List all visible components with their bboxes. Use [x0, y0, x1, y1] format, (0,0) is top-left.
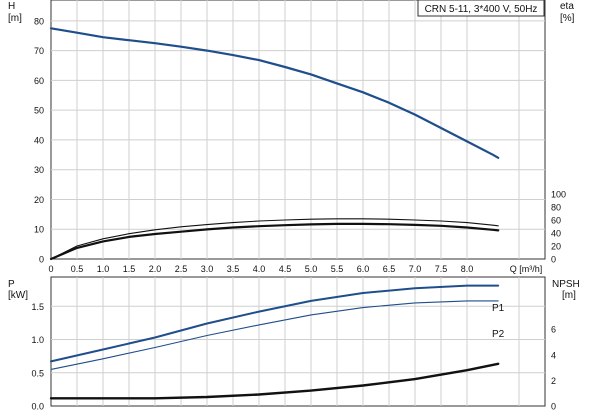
- head-tick-label-0: 0: [39, 255, 44, 265]
- npsh-tick-label-4: 4: [551, 350, 556, 360]
- head-efficiency-plot: 0 0.5 1.0 1.5 2.0 2.5 3.0 3.5 4.0 4.5 5.0 5.5 6.0 6.5…: [8, 0, 575, 274]
- head-tick-label-80: 80: [34, 16, 44, 26]
- x-tick-label-0-5: 0.5: [71, 264, 84, 274]
- efficiency-curve-eta1: [50, 218, 499, 260]
- head-plot-frame: [50, 0, 546, 260]
- legend-box: [417, 0, 545, 17]
- power-curve-p1: [50, 284, 500, 363]
- eta-axis-unit: [%]: [560, 13, 575, 24]
- x-tick-label-7-0: 7.0: [409, 264, 422, 274]
- power-npsh-plot: 0.0 0.5 1.0 1.5 0 2 4 6 P [kW] NPSH [m] P1 P2: [8, 276, 580, 412]
- series-label-p1: P1: [492, 303, 505, 314]
- x-tick-label-1-0: 1.0: [97, 264, 110, 274]
- x-tick-label-2-0: 2.0: [149, 264, 162, 274]
- flow-axis-label: Q [m³/h]: [510, 264, 543, 274]
- power-axis-label: P: [8, 279, 15, 290]
- head-tick-label-10: 10: [34, 225, 44, 235]
- eta-tick-label-80: 80: [551, 203, 561, 213]
- power-axis-unit: [kW]: [8, 290, 28, 301]
- legend-box-text: CRN 5-11, 3*400 V, 50Hz: [425, 4, 538, 15]
- eta-tick-label-20: 20: [551, 242, 561, 252]
- x-tick-label-2-5: 2.5: [175, 264, 188, 274]
- head-tick-label-40: 40: [34, 135, 44, 145]
- npsh-tick-label-0: 0: [551, 402, 556, 412]
- x-tick-label-4-5: 4.5: [279, 264, 292, 274]
- npsh-tick-label-2: 2: [551, 376, 556, 386]
- head-tick-label-20: 20: [34, 195, 44, 205]
- x-tick-label-6-5: 6.5: [383, 264, 396, 274]
- x-tick-label-4-0: 4.0: [253, 264, 266, 274]
- power-tick-label-0-0: 0.0: [31, 402, 44, 412]
- x-tick-label-0: 0: [48, 264, 53, 274]
- head-curve: [49, 27, 500, 159]
- power-tick-label-1-5: 1.5: [31, 302, 44, 312]
- x-tick-label-7-5: 7.5: [435, 264, 448, 274]
- eta-tick-label-60: 60: [551, 216, 561, 226]
- head-tick-label-50: 50: [34, 106, 44, 116]
- head-tick-label-70: 70: [34, 46, 44, 56]
- x-tick-label-8-0: 8.0: [461, 264, 474, 274]
- series-label-p2: P2: [492, 329, 505, 340]
- power-plot-frame: [50, 276, 546, 407]
- x-tick-label-5-0: 5.0: [305, 264, 318, 274]
- eta-tick-label-40: 40: [551, 229, 561, 239]
- x-tick-label-3-5: 3.5: [227, 264, 240, 274]
- power-curve-p2: [50, 300, 499, 370]
- eta-axis-label: eta: [560, 1, 574, 12]
- x-tick-label-1-5: 1.5: [123, 264, 136, 274]
- x-tick-label-3-0: 3.0: [201, 264, 214, 274]
- efficiency-curve-eta2: [49, 222, 500, 261]
- head-tick-label-30: 30: [34, 165, 44, 175]
- power-tick-label-1-0: 1.0: [31, 335, 44, 345]
- head-axis-label: H: [8, 1, 15, 12]
- head-axis-unit: [m]: [8, 13, 22, 24]
- x-tick-label-5-5: 5.5: [331, 264, 344, 274]
- eta-tick-label-0: 0: [551, 255, 556, 265]
- npsh-curve: [49, 362, 500, 400]
- x-tick-label-6-0: 6.0: [357, 264, 370, 274]
- npsh-tick-label-6: 6: [551, 325, 556, 335]
- npsh-axis-label: NPSH: [552, 279, 580, 290]
- npsh-axis-unit: [m]: [562, 290, 576, 301]
- eta-tick-label-100: 100: [551, 190, 566, 200]
- power-tick-label-0-5: 0.5: [31, 368, 44, 378]
- head-tick-label-60: 60: [34, 76, 44, 86]
